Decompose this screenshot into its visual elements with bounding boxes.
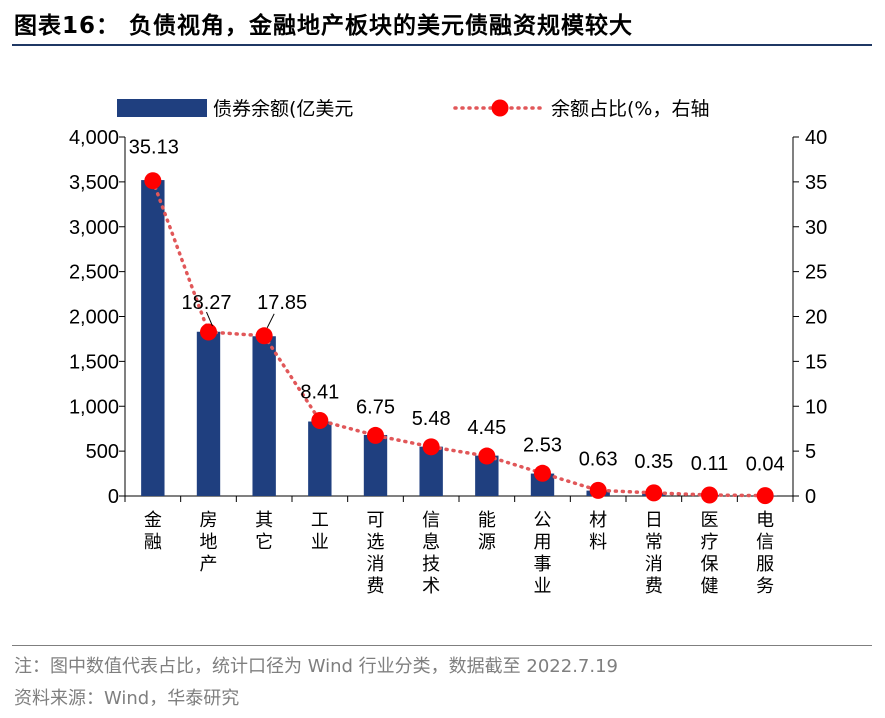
share-point-6 — [422, 438, 440, 456]
legend-line-label: 余额占比(%，右轴 — [551, 98, 709, 120]
leader-line — [206, 311, 213, 327]
share-point-2 — [200, 323, 217, 341]
bar-6 — [419, 446, 443, 496]
bar-7 — [475, 455, 499, 496]
combo-chart: 债券余额(亿美元 余额占比(%，右轴 0 500 1,000 1,500 2,000 2,5… — [69, 98, 827, 597]
left-tick-label: 0 — [108, 486, 119, 508]
bar-series — [141, 180, 777, 496]
share-point-5 — [367, 426, 384, 444]
footnote: 注：图中数值代表占比，统计口径为 Wind 行业分类，数据截至 2022.7.1… — [14, 656, 619, 677]
share-point-10 — [645, 484, 663, 502]
bar-5 — [363, 434, 388, 496]
category-label-2: 房地产 — [200, 510, 218, 575]
category-label-6: 信息技术 — [422, 510, 440, 597]
share-point-3 — [255, 327, 273, 345]
left-tick-label: 1,500 — [69, 351, 119, 373]
right-tick-label: 15 — [805, 351, 827, 373]
category-label-8: 公用事业 — [534, 510, 552, 597]
source-line: 资料来源：Wind，华泰研究 — [14, 688, 240, 709]
category-label-9: 材料 — [589, 510, 607, 553]
right-tick-label: 40 — [805, 127, 827, 149]
leader-line — [266, 313, 275, 329]
share-point-11 — [701, 486, 718, 504]
category-label-12: 电信服务 — [756, 510, 774, 597]
left-tick-label: 2,000 — [69, 307, 119, 329]
bar-3 — [252, 336, 276, 496]
right-tick-label: 5 — [805, 441, 816, 463]
data-label-12: 0.04 — [746, 454, 785, 476]
left-y-axis: 0 500 1,000 1,500 2,000 2,500 3,000 3,500 4,000 — [69, 127, 126, 508]
footer-divider — [12, 645, 872, 646]
left-tick-label: 3,000 — [69, 217, 119, 239]
data-label-10: 0.35 — [634, 451, 673, 473]
data-label-2: 18.27 — [181, 292, 231, 314]
data-label-5: 6.75 — [356, 396, 395, 418]
share-point-1 — [144, 172, 162, 190]
category-label-3: 其它 — [255, 510, 273, 553]
category-label-7: 能源 — [478, 510, 496, 553]
category-label-5: 可选消费 — [367, 510, 385, 597]
legend-bar-swatch — [117, 99, 207, 117]
x-axis — [124, 495, 794, 502]
bar-2 — [196, 331, 221, 496]
figure-title: 图表16： 负债视角，金融地产板块的美元债融资规模较大 — [14, 13, 634, 39]
category-label-1: 金融 — [144, 510, 162, 553]
right-y-axis: 0 5 10 15 20 25 30 35 40 — [792, 127, 827, 508]
category-label-4: 工业 — [311, 510, 329, 553]
data-label-9: 0.63 — [579, 448, 618, 470]
left-tick-label: 500 — [86, 441, 119, 463]
category-label-10: 日常消费 — [645, 510, 663, 597]
right-tick-label: 35 — [805, 172, 827, 194]
right-tick-label: 10 — [805, 396, 827, 418]
bar-4 — [308, 421, 332, 496]
data-label-4: 8.41 — [300, 382, 339, 404]
legend-bar-label: 债券余额(亿美元 — [213, 98, 353, 120]
data-label-8: 2.53 — [523, 434, 562, 456]
data-label-7: 4.45 — [467, 417, 506, 439]
left-tick-label: 3,500 — [69, 172, 119, 194]
category-label-11: 医疗保健 — [701, 510, 719, 597]
share-point-7 — [478, 447, 496, 465]
title-divider — [12, 44, 872, 46]
share-point-8 — [534, 464, 551, 482]
data-label-6: 5.48 — [412, 408, 451, 430]
right-tick-label: 0 — [805, 486, 816, 508]
share-point-4 — [311, 412, 329, 430]
bar-1 — [141, 180, 165, 496]
data-label-3: 17.85 — [257, 292, 307, 314]
share-point-9 — [589, 481, 607, 499]
right-tick-label: 20 — [805, 307, 827, 329]
share-line — [151, 178, 767, 498]
left-tick-label: 1,000 — [69, 396, 119, 418]
left-tick-label: 2,500 — [69, 262, 119, 284]
left-tick-label: 4,000 — [69, 127, 119, 149]
data-labels: 35.13 18.27 17.85 8.41 6.75 5.48 4.45 2.53 0.63 0… — [129, 137, 785, 476]
share-point-12 — [756, 487, 774, 505]
data-label-11: 0.11 — [691, 453, 728, 475]
legend-line-marker — [491, 99, 509, 117]
chart-legend: 债券余额(亿美元 余额占比(%，右轴 — [117, 98, 709, 120]
right-tick-label: 30 — [805, 217, 827, 239]
right-tick-label: 25 — [805, 262, 827, 284]
line-series — [144, 172, 774, 505]
data-label-1: 35.13 — [129, 137, 179, 159]
